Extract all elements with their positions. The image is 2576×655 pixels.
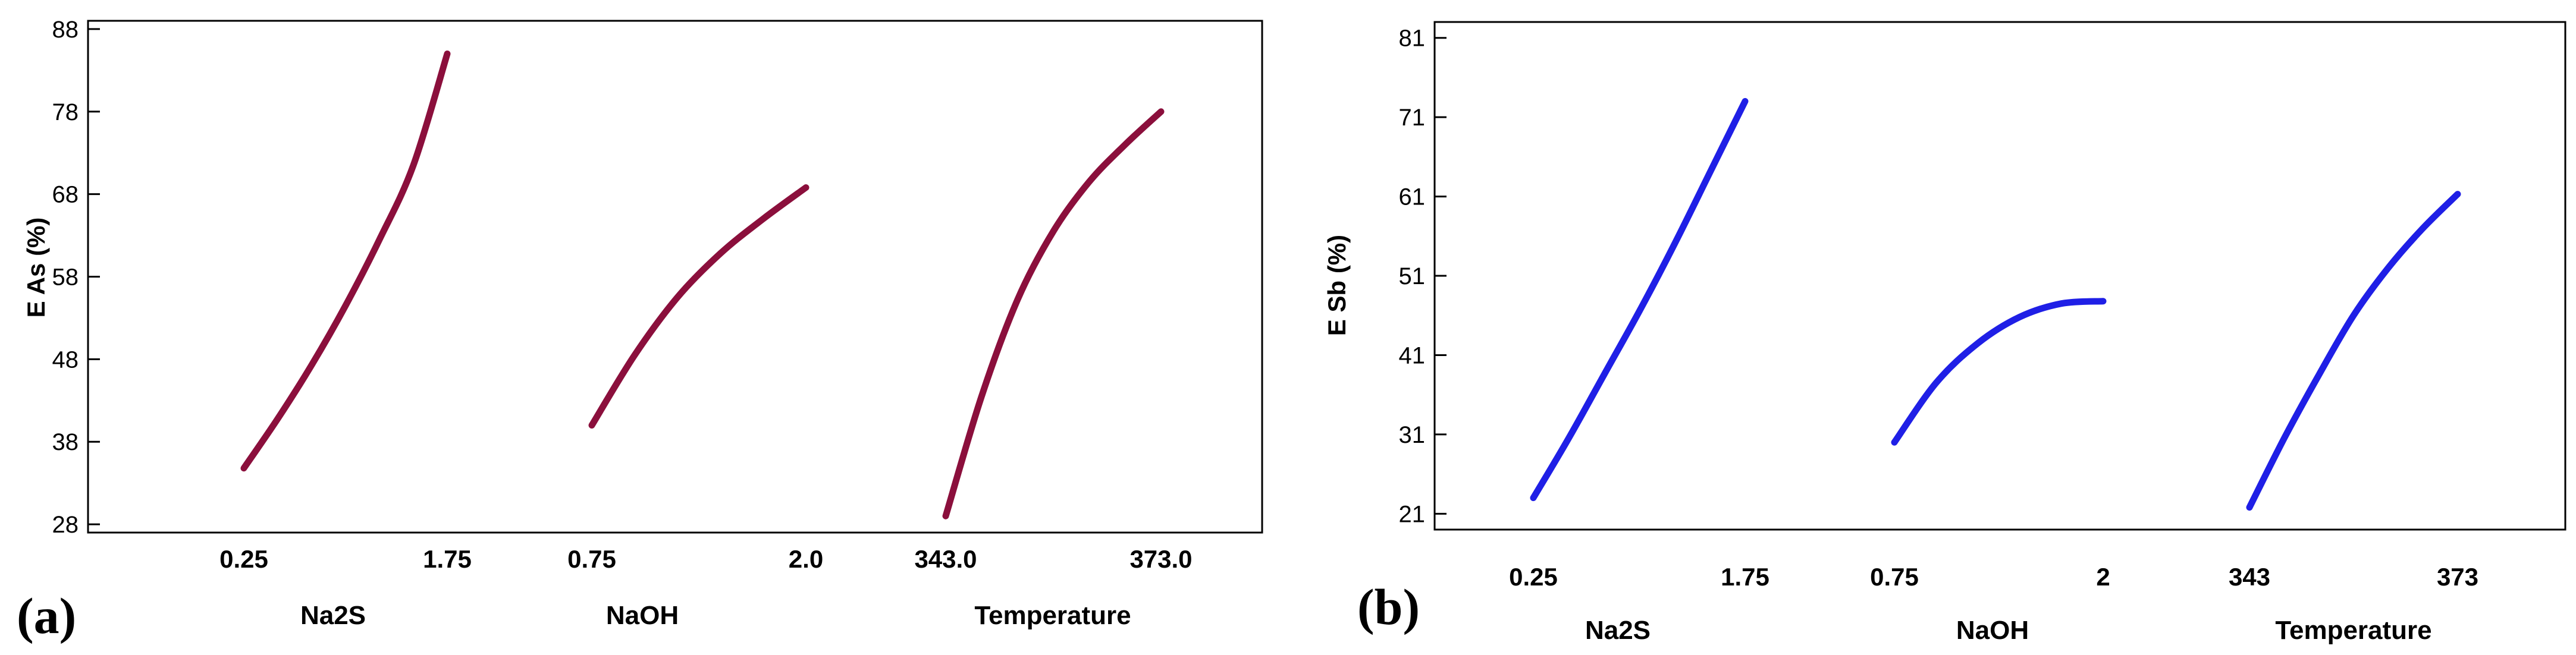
y-tick-label: 48 bbox=[52, 347, 79, 373]
factor-label: NaOH bbox=[606, 601, 679, 630]
series-line-na2s bbox=[240, 51, 451, 472]
series-line-temperature bbox=[2246, 191, 2461, 511]
y-tick-label: 28 bbox=[52, 512, 79, 538]
y-axis-ticks-a: 28 38 48 58 68 78 88 bbox=[52, 17, 100, 538]
y-tick-label: 61 bbox=[1399, 184, 1426, 210]
y-tick-label: 71 bbox=[1399, 105, 1426, 131]
y-tick-label: 21 bbox=[1399, 501, 1426, 527]
x-tick-label-high: 1.75 bbox=[423, 545, 472, 573]
series-line-naoh bbox=[1891, 298, 2107, 446]
series-line-temperature bbox=[942, 108, 1165, 519]
factor-label: Temperature bbox=[974, 601, 1131, 630]
curves-a bbox=[240, 51, 1165, 519]
series-line-naoh bbox=[588, 184, 809, 429]
factor-label: NaOH bbox=[1956, 616, 2029, 645]
y-tick-label: 68 bbox=[52, 182, 79, 208]
panel-b: 21 31 41 51 61 71 81 0.25 1.75 Na2S 0.75 2 NaOH 343 3… bbox=[1323, 21, 2566, 645]
x-tick-label-low: 343.0 bbox=[914, 545, 977, 573]
plot-frame-a bbox=[87, 20, 1263, 534]
x-tick-label-high: 2.0 bbox=[789, 545, 823, 573]
y-axis-ticks-b: 21 31 41 51 61 71 81 bbox=[1399, 26, 1447, 527]
y-tick-label: 78 bbox=[52, 99, 79, 125]
x-tick-label-low: 0.75 bbox=[1870, 563, 1919, 591]
factor-label: Na2S bbox=[1585, 616, 1651, 645]
x-tick-label-high: 1.75 bbox=[1721, 563, 1769, 591]
y-axis-label-b: E Sb (%) bbox=[1323, 235, 1351, 336]
y-tick-label: 31 bbox=[1399, 422, 1426, 448]
factor-label: Temperature bbox=[2275, 616, 2431, 645]
y-axis-label-a: E As (%) bbox=[22, 218, 50, 318]
x-tick-label-low: 0.25 bbox=[219, 545, 268, 573]
x-tick-label-low: 343 bbox=[2229, 563, 2270, 591]
factor-label: Na2S bbox=[300, 601, 366, 630]
x-tick-label-low: 0.25 bbox=[1509, 563, 1558, 591]
x-tick-label-high: 373 bbox=[2437, 563, 2478, 591]
y-tick-label: 88 bbox=[52, 17, 79, 43]
y-tick-label: 38 bbox=[52, 429, 79, 455]
x-tick-label-high: 373.0 bbox=[1129, 545, 1192, 573]
y-tick-label: 58 bbox=[52, 264, 79, 291]
series-line-na2s bbox=[1530, 97, 1749, 502]
curves-b bbox=[1530, 97, 2461, 511]
y-tick-label: 51 bbox=[1399, 263, 1426, 289]
x-tick-label-low: 0.75 bbox=[567, 545, 616, 573]
y-tick-label: 81 bbox=[1399, 26, 1426, 52]
x-axis-labels-a: 0.25 1.75 Na2S 0.75 2.0 NaOH 343.0 373.0 Tempera… bbox=[219, 545, 1192, 630]
panel-a: 28 38 48 58 68 78 88 0.25 1.75 Na2S 0.75 2.0 NaOH 34… bbox=[17, 17, 1263, 644]
plot-frame-b bbox=[1433, 21, 2566, 531]
y-tick-label: 41 bbox=[1399, 342, 1426, 369]
panel-label-b: (b) bbox=[1357, 578, 1420, 635]
x-tick-label-high: 2 bbox=[2096, 563, 2110, 591]
panel-label-a: (a) bbox=[17, 587, 76, 644]
